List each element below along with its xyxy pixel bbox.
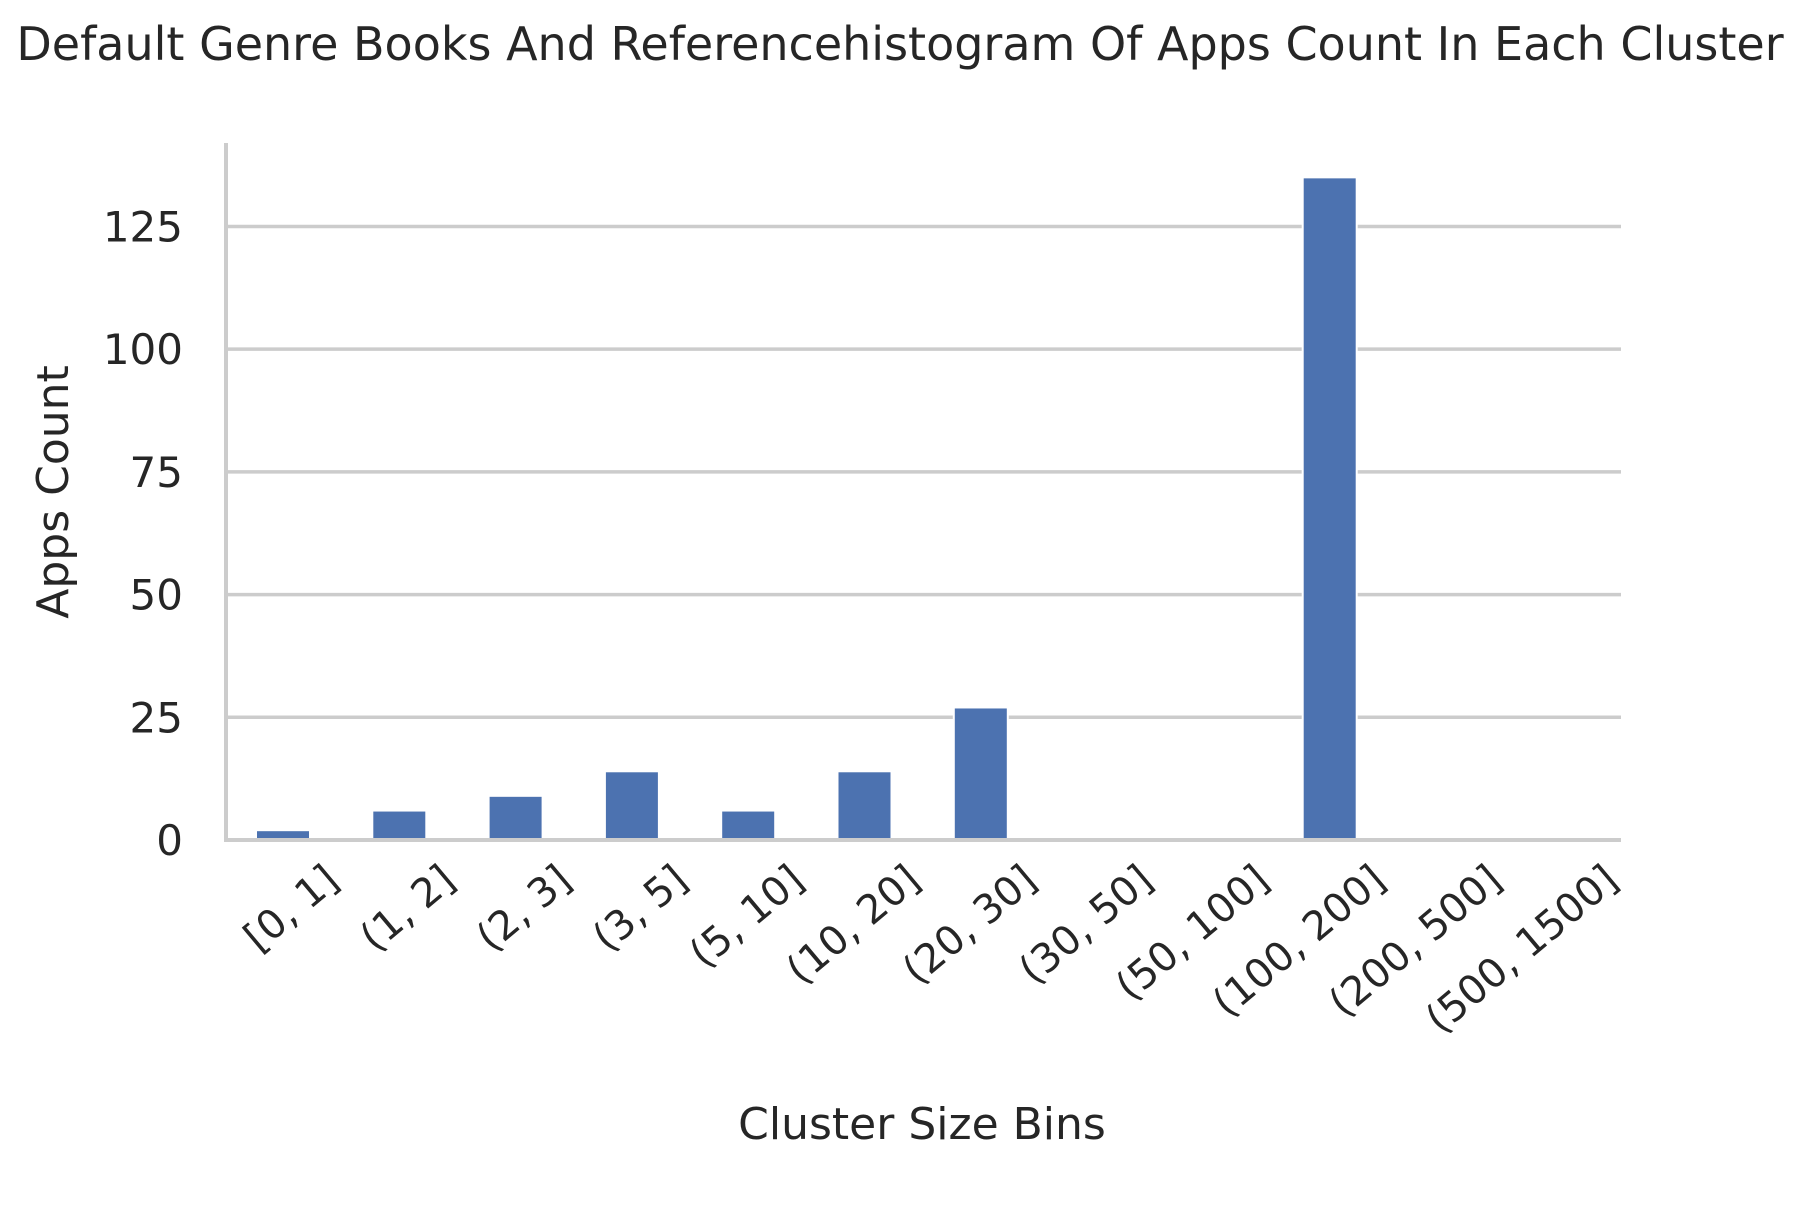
- grid-lines: [226, 224, 1621, 720]
- bar: [371, 809, 428, 842]
- bar: [836, 770, 893, 841]
- x-tick-label: (2, 3]: [468, 856, 580, 960]
- y-tick-label: 100: [103, 325, 183, 374]
- bar: [487, 794, 544, 841]
- bar: [720, 809, 777, 842]
- x-tick-label: (1, 2]: [352, 856, 464, 960]
- y-tick-label: 125: [103, 202, 183, 251]
- y-tick-label: 25: [130, 693, 183, 742]
- axes: [224, 143, 1621, 842]
- y-tick-labels: 0 25 50 75 100 125: [103, 202, 183, 865]
- y-tick-label: 0: [156, 816, 183, 865]
- x-tick-label: (3, 5]: [584, 856, 696, 960]
- y-axis-label: Apps Count: [28, 365, 79, 619]
- bar: [603, 770, 660, 841]
- x-axis-label: Cluster Size Bins: [738, 1099, 1106, 1150]
- x-tick-labels: [0, 1] (1, 2] (2, 3] (3, 5](5, 10](10, 20](…: [235, 856, 1626, 1042]
- x-tick-label: [0, 1]: [235, 856, 347, 960]
- bars: [255, 176, 1358, 842]
- bar: [1301, 176, 1358, 842]
- bar: [952, 706, 1009, 841]
- y-tick-label: 75: [130, 448, 183, 497]
- chart-title: Default Genre Books And Referencehistogr…: [16, 17, 1783, 71]
- y-tick-label: 50: [130, 571, 183, 620]
